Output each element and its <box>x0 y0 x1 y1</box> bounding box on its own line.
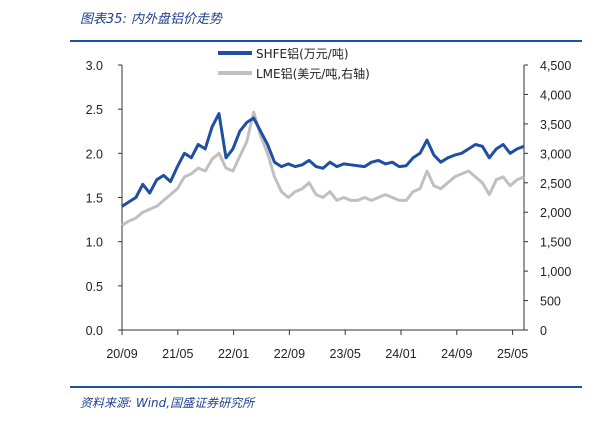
series-line-shfe <box>121 112 525 208</box>
chart-legend: SHFE铝(万元/吨) LME铝(美元/吨,右轴) <box>218 46 370 81</box>
legend-label-shfe: SHFE铝(万元/吨) <box>256 46 349 61</box>
x-axis-ticks: 20/09 21/05 22/01 22/09 23/05 24/01 24/09 25/05 <box>106 330 528 361</box>
x-tick-label: 20/09 <box>106 347 137 361</box>
left-tick-label: 0.0 <box>86 324 103 338</box>
chart-series <box>121 110 525 227</box>
left-tick-label: 3.0 <box>86 59 103 73</box>
x-tick-label: 22/01 <box>218 347 249 361</box>
right-tick-label: 4,000 <box>540 88 571 102</box>
left-tick-label: 0.5 <box>86 280 103 294</box>
bottom-rule <box>70 386 582 388</box>
right-tick-label: 4,500 <box>540 59 571 73</box>
x-tick-label: 21/05 <box>162 347 193 361</box>
right-tick-label: 500 <box>540 295 561 309</box>
series-line-lme <box>121 110 525 227</box>
right-tick-label: 1,000 <box>540 265 571 279</box>
top-rule <box>70 40 582 42</box>
right-tick-label: 3,000 <box>540 147 571 161</box>
figure-title: 图表35: 内外盘铝价走势 <box>80 12 223 27</box>
left-tick-label: 1.5 <box>86 192 103 206</box>
right-tick-label: 0 <box>540 324 547 338</box>
left-tick-label: 2.0 <box>86 147 103 161</box>
x-tick-label: 24/09 <box>441 347 472 361</box>
x-tick-label: 22/09 <box>274 347 305 361</box>
source-note: 资料来源: Wind,国盛证券研究所 <box>80 396 255 410</box>
right-tick-label: 1,500 <box>540 236 571 250</box>
left-tick-label: 2.5 <box>86 103 103 117</box>
x-tick-label: 24/01 <box>385 347 416 361</box>
left-tick-label: 1.0 <box>86 236 103 250</box>
right-tick-label: 2,000 <box>540 206 571 220</box>
right-tick-label: 3,500 <box>540 118 571 132</box>
left-axis-ticks: 3.0 2.5 2.0 1.5 1.0 0.5 0.0 <box>86 59 122 338</box>
x-tick-label: 25/05 <box>497 347 528 361</box>
right-tick-label: 2,500 <box>540 177 571 191</box>
right-axis-ticks: 4,500 4,000 3,500 3,000 2,500 2,000 1,500 1,000… <box>524 59 571 338</box>
legend-label-lme: LME铝(美元/吨,右轴) <box>256 66 370 81</box>
x-tick-label: 23/05 <box>330 347 361 361</box>
